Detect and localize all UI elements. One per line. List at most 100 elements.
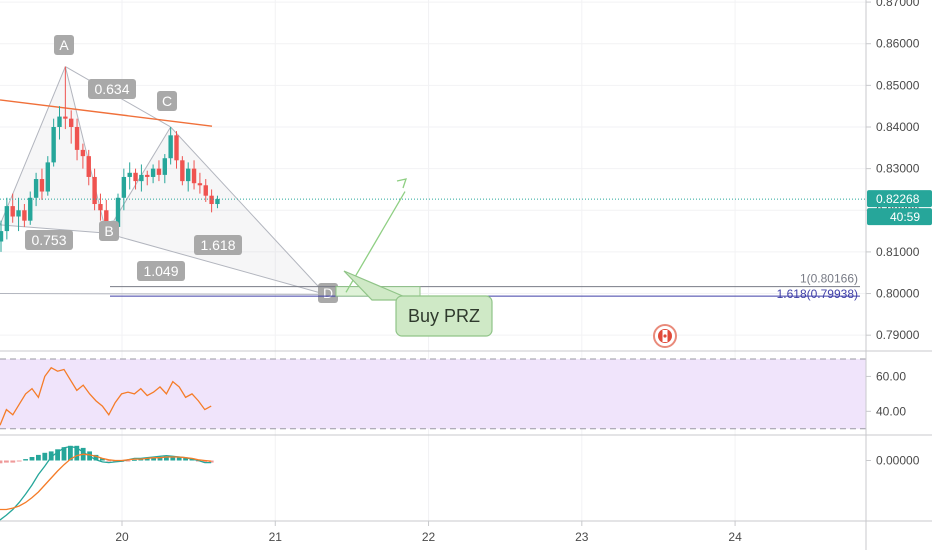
price-tick-label: 0.80000	[876, 287, 920, 301]
pattern-diag-bd	[106, 232, 326, 295]
macd-histogram-bar	[42, 452, 48, 461]
macd-histogram-bar	[10, 460, 16, 463]
macd-histogram-bar	[144, 458, 150, 461]
pattern-ratio-label-bg	[137, 261, 185, 281]
signal-line	[0, 453, 212, 511]
pattern-point-b-text: B	[104, 223, 113, 239]
callout-box	[395, 295, 493, 337]
candle-body-down	[133, 172, 138, 182]
candle-body-up	[186, 168, 191, 182]
rsi-tick-label: 60.00	[876, 369, 906, 383]
pattern-ratio-label: 0.753	[25, 230, 73, 250]
macd-histogram-bar	[157, 457, 163, 461]
price-tick-label: 0.83000	[876, 162, 920, 176]
pattern-point-a: A	[54, 35, 74, 55]
pattern-point-d-bg	[318, 283, 338, 303]
candle-body-down	[104, 210, 109, 227]
candle-body-up	[168, 135, 173, 159]
candle-body-up	[139, 174, 144, 182]
macd-histogram-bar	[68, 445, 73, 461]
candle-body-down	[92, 176, 97, 205]
candle-body-up	[162, 158, 167, 175]
pattern-ratio-label: 0.634	[88, 79, 136, 99]
buy-prz-callout[interactable]: Buy PRZ	[343, 270, 493, 337]
price-tick-label: 0.85000	[876, 78, 920, 92]
macd-histogram-bar	[23, 459, 28, 461]
macd-histogram-bar	[151, 457, 156, 461]
time-axis[interactable]: 20 21 22 23 24	[115, 521, 742, 544]
macd-histogram-bar	[0, 460, 3, 464]
pattern-ratio-label-text: 0.753	[31, 232, 66, 248]
pattern-point-b-bg	[99, 221, 119, 241]
macd-histogram-bar	[138, 459, 144, 461]
candle-body-up	[115, 197, 121, 227]
pattern-point-b: B	[99, 221, 119, 241]
candle-body-down	[80, 149, 86, 157]
macd-indicator[interactable]: 0.00000	[0, 445, 920, 521]
candle-body-up	[121, 176, 127, 198]
pattern-leg-xa	[0, 66, 66, 226]
macd-histogram-bar	[183, 457, 188, 461]
macd-histogram-bar	[74, 445, 80, 461]
price-tick-label: 0.87000	[876, 0, 920, 9]
candle-body-up	[33, 179, 39, 198]
callout-text: Buy PRZ	[408, 306, 480, 326]
pattern-ratio-label-bg	[88, 79, 136, 99]
candle-body-up	[4, 206, 10, 232]
pattern-point-c-bg	[157, 91, 177, 111]
time-tick-label: 24	[728, 530, 742, 544]
candle-body-down	[63, 116, 68, 119]
candle-body-down	[98, 204, 103, 211]
resistance-trendline	[0, 99, 213, 127]
macd-histogram-bar	[36, 454, 41, 461]
overlay-layer[interactable]: A B C D 0.634 0.753 1.618 1.049 1(0.80166)1.618(…	[0, 35, 866, 303]
macd-histogram-bar	[125, 460, 131, 462]
price-tick-label: 0.79000	[876, 328, 920, 342]
projection-arrow-head	[396, 178, 407, 189]
macd-histogram-bar	[176, 457, 182, 461]
time-tick-label: 21	[269, 530, 283, 544]
macd-histogram-bar	[61, 447, 67, 461]
candle-body-up	[150, 168, 156, 177]
candle-body-down	[145, 174, 150, 177]
macd-histogram-bar	[16, 460, 22, 462]
price-tick-label: 0.84000	[876, 120, 920, 134]
candle-body-down	[156, 168, 162, 175]
rsi-line	[0, 366, 212, 426]
candle-body-down	[180, 160, 185, 182]
macd-histogram-bar	[164, 456, 169, 461]
candle-body-down	[197, 183, 203, 186]
rsi-indicator[interactable]: 60.00 40.00	[0, 366, 906, 426]
pattern-point-a-bg	[54, 35, 74, 55]
pattern-point-d-text: D	[323, 285, 333, 301]
candle-body-down	[86, 156, 91, 177]
macd-histogram-bar	[48, 451, 54, 461]
macd-histogram-bar	[208, 460, 214, 463]
candle-body-up	[57, 116, 62, 127]
pattern-point-a-text: A	[59, 37, 69, 53]
candle-body-up	[0, 231, 4, 242]
pattern-ratio-label: 1.618	[194, 235, 242, 255]
candle-body-up	[16, 210, 21, 217]
price-tick-label: 0.81000	[876, 245, 920, 259]
pattern-ratio-label-text: 1.618	[200, 237, 235, 253]
macd-histogram-bar	[29, 457, 35, 461]
pattern-ratio-label-text: 1.049	[143, 263, 178, 279]
candles[interactable]	[0, 66, 220, 252]
candle-body-up	[127, 172, 132, 177]
trendline-layer[interactable]	[0, 99, 213, 127]
macd-histogram-bar	[100, 458, 105, 461]
candle-body-down	[191, 168, 197, 184]
time-tick-label: 22	[422, 530, 436, 544]
pattern-leg-cd	[170, 126, 327, 295]
candle-body-up	[45, 162, 50, 192]
fib-level-label: 1.618(0.79938)	[777, 287, 858, 301]
macd-histogram-bar	[132, 459, 137, 461]
macd-histogram-bar	[106, 460, 112, 462]
candle-body-down	[209, 195, 214, 205]
countdown-timer: 40:59	[890, 210, 920, 224]
canada-flag-icon[interactable]	[653, 324, 677, 348]
macd-tick-label: 0.00000	[876, 454, 920, 468]
candle-body-up	[215, 199, 220, 205]
